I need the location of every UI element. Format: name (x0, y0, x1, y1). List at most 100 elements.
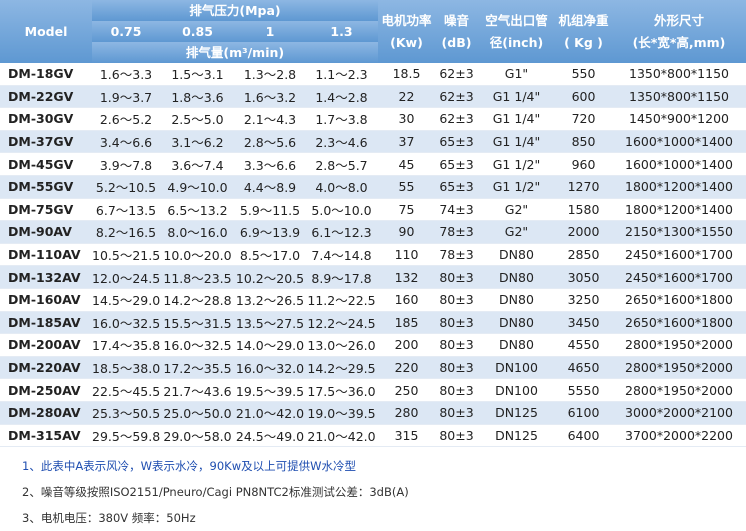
header-cell: 外形尺寸 (长*宽*高,mm) (612, 0, 746, 63)
table-cell: 2800*1950*2000 (612, 378, 746, 402)
table-cell: 37 (378, 130, 435, 154)
table-cell: DN80 (478, 333, 555, 357)
table-cell: 3250 (555, 288, 612, 312)
table-cell: DM-22GV (0, 85, 92, 109)
table-cell: 65±3 (435, 175, 478, 199)
table-cell: DM-200AV (0, 333, 92, 357)
table-cell: 960 (555, 152, 612, 176)
table-cell: DM-37GV (0, 130, 92, 154)
note: 1、此表中A表示风冷，W表示水冷，90Kw及以上可提供W水冷型 (22, 459, 357, 474)
header-line: 空气出口管 (485, 12, 548, 28)
table-cell: 3.9～7.8 (92, 152, 160, 176)
table-cell: 1.7～3.8 (305, 107, 378, 131)
table-cell: DM-250AV (0, 378, 92, 402)
table-cell: 2650*1600*1800 (612, 311, 746, 335)
header-line: (Kw) (390, 34, 423, 50)
table-cell: 90 (378, 220, 435, 244)
table-cell: 14.2～28.8 (160, 288, 235, 312)
table-cell: 10.5～21.5 (92, 243, 160, 267)
table-cell: 17.5～36.0 (305, 378, 378, 402)
table-row: DM-110AV 10.5～21.5 10.0～20.0 8.5～17.0 7.4～14… (0, 243, 746, 267)
table-cell: DM-55GV (0, 175, 92, 199)
header-line: 噪音 (443, 12, 469, 28)
table-cell: 21.7～43.6 (160, 378, 235, 402)
table-cell: DN80 (478, 243, 555, 267)
table-cell: 29.0～58.0 (160, 424, 235, 448)
table-cell: DM-315AV (0, 424, 92, 448)
header-line: 机组净重 (558, 12, 609, 28)
table-cell: 2.8～5.7 (305, 152, 378, 176)
table-cell: 1.1～2.3 (305, 63, 378, 86)
table-cell: 80±3 (435, 424, 478, 448)
table-cell: 11.2～22.5 (305, 288, 378, 312)
table-cell: 185 (378, 311, 435, 335)
table-cell: 3.1～6.2 (160, 130, 235, 154)
table-cell: 1.5～3.1 (160, 63, 235, 86)
table-cell: 4.9～10.0 (160, 175, 235, 199)
table-cell: 6.9～13.9 (235, 220, 305, 244)
table-cell: DN100 (478, 356, 555, 380)
table-cell: DM-220AV (0, 356, 92, 380)
table-row: DM-132AV 12.0～24.5 11.8～23.5 10.2～20.5 8.9～1… (0, 265, 746, 289)
table-cell: 8.0～16.0 (160, 220, 235, 244)
table-cell: 25.3～50.5 (92, 401, 160, 425)
table-body: DM-18GV 1.6～3.3 1.5～3.1 1.3～2.8 1.1～2.3 18.5 6… (0, 63, 746, 448)
header-line: 外形尺寸 (653, 12, 704, 28)
table-cell: DN100 (478, 378, 555, 402)
table-cell: 1.9～3.7 (92, 85, 160, 109)
table-cell: 200 (378, 333, 435, 357)
table-cell: 18.5～38.0 (92, 356, 160, 380)
table-cell: 16.0～32.0 (235, 356, 305, 380)
table-cell: 250 (378, 378, 435, 402)
table-row: DM-45GV 3.9～7.8 3.6～7.4 3.3～6.6 2.8～5.7 45 65±… (0, 152, 746, 176)
table-cell: 5.9～11.5 (235, 198, 305, 222)
table-row: DM-220AV 18.5～38.0 17.2～35.5 16.0～32.0 14.2～… (0, 356, 746, 380)
table-cell: 17.2～35.5 (160, 356, 235, 380)
table-cell: 550 (555, 63, 612, 86)
table-cell: 65±3 (435, 130, 478, 154)
table-row: DM-160AV 14.5～29.0 14.2～28.8 13.2～26.5 11.2～… (0, 288, 746, 312)
table-cell: 3450 (555, 311, 612, 335)
table-cell: DN80 (478, 311, 555, 335)
table-row: DM-18GV 1.6～3.3 1.5～3.1 1.3～2.8 1.1～2.3 18.5 6… (0, 63, 746, 86)
table-cell: 1.6～3.3 (92, 63, 160, 86)
table-cell: 18.5 (378, 63, 435, 86)
table-cell: DM-132AV (0, 265, 92, 289)
table-cell: 5550 (555, 378, 612, 402)
table-cell: 62±3 (435, 63, 478, 86)
table-cell: 1.4～2.8 (305, 85, 378, 109)
table-cell: 55 (378, 175, 435, 199)
table-cell: DN125 (478, 424, 555, 448)
table-cell: DM-18GV (0, 63, 92, 86)
table-cell: 1800*1200*1400 (612, 198, 746, 222)
table-cell: G1 1/4" (478, 130, 555, 154)
table-cell: G1 1/2" (478, 175, 555, 199)
table-cell: 2450*1600*1700 (612, 243, 746, 267)
notes: 1、此表中A表示风冷，W表示水冷，90Kw及以上可提供W水冷型 2、噪音等级按照I… (0, 453, 746, 531)
table-cell: 3.6～7.4 (160, 152, 235, 176)
header-line: ( Kg ) (564, 34, 603, 50)
table-cell: 850 (555, 130, 612, 154)
table-cell: 12.2～24.5 (305, 311, 378, 335)
header-cell: 机组净重 ( Kg ) (555, 0, 612, 63)
table-cell: 1600*1000*1400 (612, 130, 746, 154)
table-cell: 600 (555, 85, 612, 109)
table-cell: 45 (378, 152, 435, 176)
table-cell: 13.2～26.5 (235, 288, 305, 312)
table-cell: 2.1～4.3 (235, 107, 305, 131)
table-row: DM-250AV 22.5～45.5 21.7～43.6 19.5～39.5 17.5～… (0, 378, 746, 402)
table-cell: 19.0～39.5 (305, 401, 378, 425)
table-cell: DN80 (478, 288, 555, 312)
table-cell: 6.5～13.2 (160, 198, 235, 222)
table-cell: 17.4～35.8 (92, 333, 160, 357)
table-cell: 3.3～6.6 (235, 152, 305, 176)
table-cell: DM-45GV (0, 152, 92, 176)
table-cell: 1.6～3.2 (235, 85, 305, 109)
table-cell: 12.0～24.5 (92, 265, 160, 289)
table-cell: G1 1/2" (478, 152, 555, 176)
table-cell: DM-90AV (0, 220, 92, 244)
table-cell: 80±3 (435, 378, 478, 402)
table-row: DM-30GV 2.6～5.2 2.5～5.0 2.1～4.3 1.7～3.8 30 62±… (0, 107, 746, 131)
table-cell: 2000 (555, 220, 612, 244)
table-cell: G1 1/4" (478, 85, 555, 109)
